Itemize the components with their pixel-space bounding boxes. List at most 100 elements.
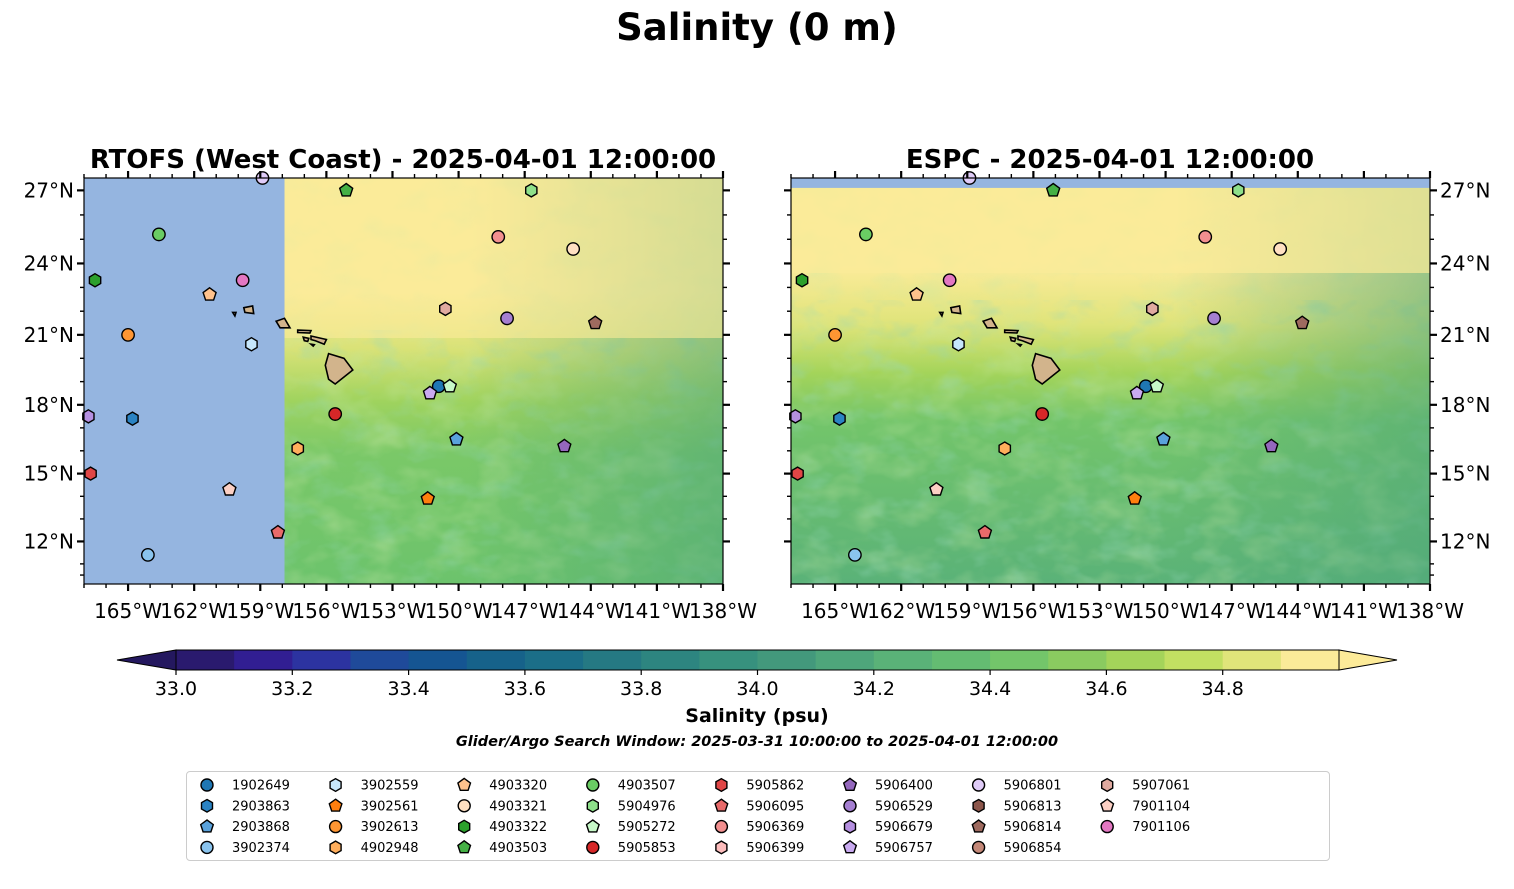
legend-marker-circle-icon <box>971 778 986 792</box>
legend-marker-pentagon-icon <box>328 798 343 812</box>
legend-label: 4903503 <box>489 841 547 856</box>
legend-entry-7901106: 7901106 <box>1100 819 1190 835</box>
y-tick-label: 27°N <box>24 178 74 202</box>
search-window-text: Glider/Argo Search Window: 2025-03-31 10… <box>456 734 1058 750</box>
espc-map-panel: 165°W162°W159°W156°W153°W150°W147°W144°W… <box>784 145 1490 623</box>
legend-marker-pentagon-icon <box>199 819 215 833</box>
molokai-island <box>296 329 313 334</box>
espc-nodata-region <box>791 178 1430 188</box>
y-tick-label: 15°N <box>1440 462 1490 486</box>
kauai-island <box>949 305 962 315</box>
colorbar-bin-33.1 <box>234 650 293 670</box>
float-marker-2903868 <box>449 431 464 446</box>
legend-marker-hexagon-icon <box>329 777 342 793</box>
legend-label: 5906679 <box>875 820 933 835</box>
legend-marker-pentagon-icon <box>842 777 858 791</box>
legend-marker-hexagon-icon <box>972 798 985 813</box>
niihau-island <box>231 311 238 318</box>
float-marker-5906529 <box>500 311 514 326</box>
float-marker-4903507 <box>152 227 166 242</box>
hawaii-islands <box>938 305 1061 386</box>
float-marker-5904976 <box>525 183 538 198</box>
kauai-island <box>242 305 255 315</box>
x-tick-label: 141°W <box>1330 599 1398 623</box>
figure-title: Salinity (0 m) <box>616 6 898 49</box>
x-tick-label: 159°W <box>933 599 1001 623</box>
colorbar-extend-under <box>116 649 177 671</box>
salinity-colorbar: 33.0 33.2 33.4 33.6 33.8 34.0 34.2 34.4 34.6 34.8 <box>116 649 1398 700</box>
legend-marker-hexagon-icon <box>200 798 214 813</box>
float-marker-5906400 <box>557 438 572 453</box>
legend-label: 5906757 <box>875 841 933 856</box>
colorbar-bin-33.9 <box>699 650 759 670</box>
y-tick-label: 12°N <box>24 529 74 553</box>
float-marker-5906400 <box>1264 438 1279 453</box>
x-tick-label: 141°W <box>623 599 691 623</box>
float-marker-4902948 <box>998 441 1012 456</box>
y-tick-label: 21°N <box>1440 323 1490 347</box>
legend-label: 3902561 <box>361 799 419 814</box>
legend-label: 5905862 <box>746 779 804 794</box>
float-marker-4903507 <box>859 227 873 242</box>
float-marker-3902374 <box>848 548 862 562</box>
float-marker-5906095 <box>270 524 286 539</box>
float-marker-7901104 <box>222 481 237 496</box>
legend-entry-1902649: 1902649 <box>200 778 290 794</box>
colorbar-bin-34.7 <box>1164 650 1224 670</box>
legend-marker-pentagon-icon <box>457 777 472 791</box>
legend-entry-5906399: 5906399 <box>715 840 804 856</box>
legend-entry-5906529: 5906529 <box>843 799 933 814</box>
legend-marker-hexagon-icon <box>843 819 857 834</box>
float-marker-4903322 <box>795 272 809 288</box>
float-marker-5906369 <box>491 229 506 244</box>
float-marker-4903320 <box>909 286 924 301</box>
float-marker-5906095 <box>977 524 993 539</box>
x-tick-label: 162°W <box>160 599 228 623</box>
hawaii-big-island <box>324 352 354 386</box>
x-tick-label: 147°W <box>1198 599 1266 623</box>
legend-entry-4903507: 4903507 <box>586 778 676 794</box>
legend-label: 4903320 <box>489 779 547 794</box>
oahu-island <box>981 317 999 329</box>
y-tick-label: 15°N <box>24 462 74 486</box>
float-marker-5905272 <box>1149 378 1165 393</box>
lanai-island <box>1009 336 1017 343</box>
legend-label: 3902559 <box>361 779 419 794</box>
float-marker-4903503 <box>1045 182 1061 197</box>
legend-marker-hexagon-icon <box>715 777 728 793</box>
float-marker-5907061 <box>439 301 452 317</box>
float-marker-5905272 <box>442 378 458 393</box>
colorbar-tick-label: 33.2 <box>271 678 313 700</box>
legend-label: 5906400 <box>875 779 933 794</box>
float-marker-5906757 <box>422 385 438 400</box>
float-marker-3902559 <box>952 336 965 352</box>
colorbar-bin-33.5 <box>466 650 526 670</box>
y-tick-label: 27°N <box>1440 178 1490 202</box>
legend-entry-5905862: 5905862 <box>715 777 804 794</box>
espc-salinity-field <box>791 178 1430 584</box>
legend-entry-7901104: 7901104 <box>1100 798 1190 814</box>
float-marker-5904976 <box>1231 183 1245 198</box>
colorbar-tick-label: 34.6 <box>1085 678 1127 700</box>
legend-marker-hexagon-icon <box>458 819 471 834</box>
y-tick-label: 21°N <box>24 323 74 347</box>
y-tick-label: 18°N <box>24 393 74 417</box>
legend-marker-hexagon-icon <box>329 840 342 855</box>
colorbar-tick-label: 33.6 <box>504 678 546 700</box>
rtofs-salinity-field <box>84 178 723 584</box>
legend-entry-5904976: 5904976 <box>586 798 676 814</box>
colorbar-bin-33.7 <box>583 650 642 670</box>
colorbar-bin-33.2 <box>292 650 352 670</box>
legend-entry-4902948: 4902948 <box>329 840 419 856</box>
colorbar-bin-34.8 <box>1222 650 1282 670</box>
float-marker-7901106 <box>942 273 957 288</box>
legend-marker-pentagon-icon <box>1100 798 1115 812</box>
legend-label: 4902948 <box>361 841 419 856</box>
float-marker-5906814 <box>1294 315 1310 330</box>
x-tick-label: 159°W <box>226 599 294 623</box>
float-marker-5905862 <box>791 466 804 481</box>
legend-entry-5905272: 5905272 <box>585 819 676 835</box>
float-marker-4903322 <box>88 272 102 288</box>
legend-entry-5906369: 5906369 <box>714 819 804 835</box>
